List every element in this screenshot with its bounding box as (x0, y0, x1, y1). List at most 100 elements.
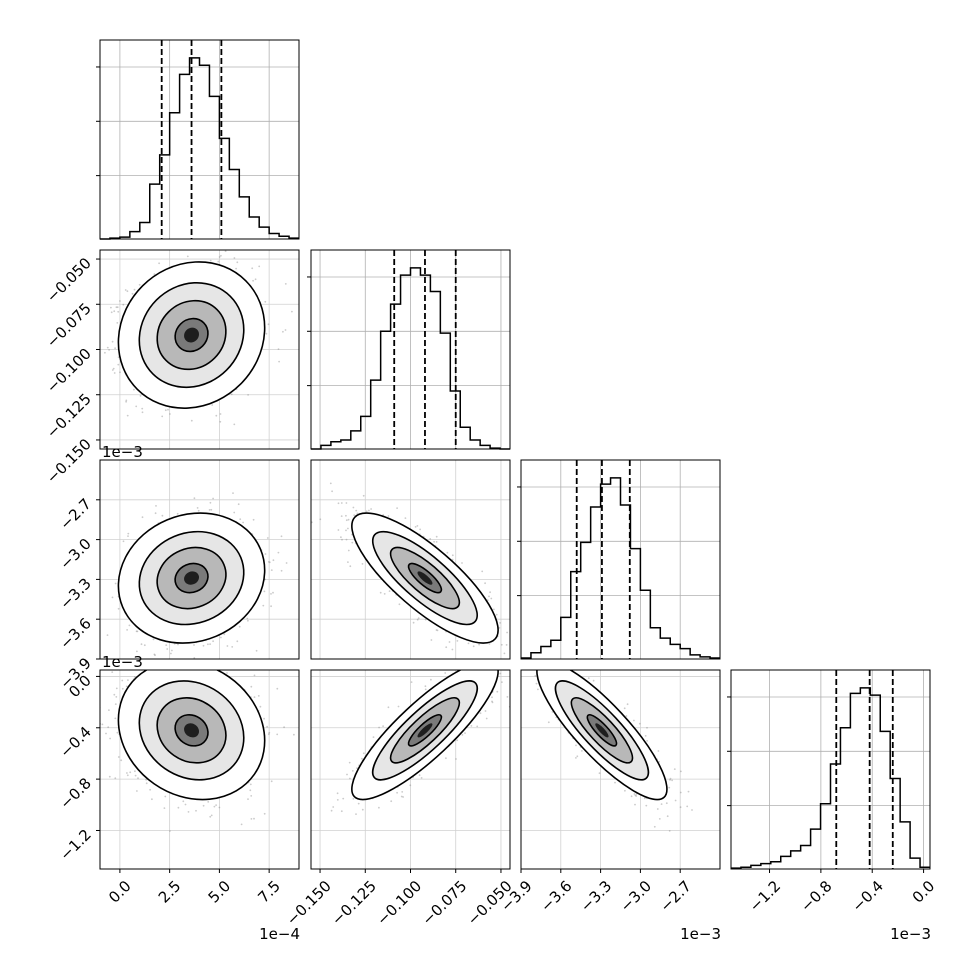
sample-point (347, 549, 350, 552)
sample-point (90, 575, 92, 577)
sample-point (493, 608, 495, 611)
sample-point (141, 411, 144, 414)
sample-point (117, 363, 120, 366)
sample-point (231, 646, 234, 648)
sample-point (158, 262, 161, 265)
sample-point (270, 605, 272, 608)
histogram-step (311, 267, 510, 450)
sample-point (396, 507, 398, 509)
sample-point (121, 687, 124, 690)
sample-point (285, 562, 288, 564)
sample-point (446, 551, 449, 554)
sample-point (215, 414, 218, 417)
sample-point (136, 790, 138, 792)
sample-point (467, 642, 470, 645)
sample-point (337, 529, 340, 531)
sample-point (277, 551, 280, 554)
sample-point (218, 806, 221, 809)
sample-point (193, 497, 196, 500)
sample-point (250, 795, 253, 797)
sample-point (266, 725, 268, 728)
sample-point (117, 756, 120, 758)
sample-point (353, 514, 356, 517)
sample-point (499, 622, 501, 624)
sample-point (356, 512, 359, 515)
sample-point (247, 619, 249, 622)
panel-frame (99, 39, 300, 240)
sample-point (187, 811, 190, 813)
sample-point (253, 674, 256, 677)
sample-point (456, 640, 459, 642)
sample-point (90, 706, 92, 708)
sample-point (249, 789, 252, 792)
sample-point (136, 630, 139, 633)
sample-point (340, 515, 343, 517)
sample-point (267, 733, 270, 736)
sample-point (246, 617, 249, 620)
histogram-panel (727, 669, 931, 870)
sample-point (345, 519, 348, 522)
sample-point (240, 823, 243, 826)
sample-point (169, 413, 171, 415)
sample-point (166, 648, 169, 650)
sample-point (448, 641, 451, 643)
sample-point (122, 540, 125, 543)
sample-point (184, 803, 187, 806)
sample-point (267, 561, 270, 563)
density-panel (90, 459, 300, 660)
sample-point (211, 404, 214, 406)
sample-point (267, 323, 270, 326)
sample-point (362, 494, 365, 497)
sample-point (445, 646, 448, 649)
sample-point (347, 518, 350, 521)
sample-point (149, 788, 152, 791)
sample-point (218, 256, 221, 258)
sample-point (242, 521, 245, 524)
sample-point (135, 405, 138, 408)
sample-point (94, 582, 96, 584)
sample-point (193, 644, 195, 646)
sample-point (268, 561, 271, 564)
sample-point (233, 655, 235, 657)
sample-point (478, 643, 480, 646)
sample-point (238, 625, 241, 628)
sample-point (111, 369, 114, 371)
density-content (311, 482, 508, 659)
sample-point (190, 419, 193, 422)
sample-point (263, 590, 266, 593)
sample-point (127, 532, 130, 535)
sample-point (93, 715, 95, 717)
sample-point (506, 631, 508, 634)
sample-point (226, 645, 229, 647)
sample-point (209, 815, 212, 818)
sample-point (404, 517, 407, 519)
sample-point (127, 535, 129, 537)
sample-point (340, 536, 342, 539)
sample-point (412, 621, 415, 624)
sample-point (365, 510, 368, 513)
sample-point (128, 624, 131, 627)
sample-point (345, 514, 347, 517)
histogram-step (100, 57, 299, 240)
sample-point (153, 653, 156, 656)
sample-point (355, 509, 358, 512)
sample-point (114, 347, 116, 350)
panels-layer: 0.0 2.5 5.0 7.51e−4−0.150−0.125−0.100−0.075… (43, 39, 938, 943)
sample-point (124, 289, 127, 291)
sample-point (112, 367, 115, 370)
sample-point (347, 561, 349, 563)
panel-frame (730, 669, 931, 870)
sample-point (430, 639, 433, 641)
sample-point (253, 817, 255, 820)
panel-frame (310, 459, 511, 660)
sample-point (171, 655, 173, 657)
sample-point (117, 310, 120, 313)
sample-point (451, 648, 454, 651)
sample-point (113, 372, 116, 374)
sample-point (127, 679, 129, 681)
sample-point (115, 306, 118, 309)
sample-point (226, 672, 228, 674)
histogram-panel (96, 39, 300, 240)
sample-point (161, 514, 164, 517)
sample-point (210, 814, 213, 817)
